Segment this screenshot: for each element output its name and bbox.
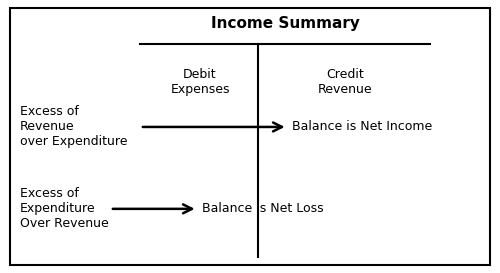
Text: Debit
Expenses: Debit Expenses xyxy=(170,68,230,96)
Text: Balance is Net Income: Balance is Net Income xyxy=(292,120,433,133)
Text: Income Summary: Income Summary xyxy=(210,16,360,31)
Text: Credit
Revenue: Credit Revenue xyxy=(318,68,372,96)
Text: Excess of
Expenditure
Over Revenue: Excess of Expenditure Over Revenue xyxy=(20,187,109,230)
Text: Excess of
Revenue
over Expenditure: Excess of Revenue over Expenditure xyxy=(20,105,128,149)
Text: Balance is Net Loss: Balance is Net Loss xyxy=(202,202,324,215)
